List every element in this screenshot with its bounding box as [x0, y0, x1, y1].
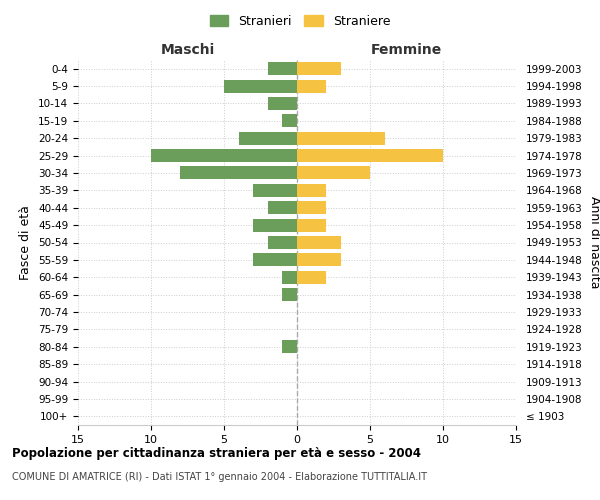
Bar [283, 270, 297, 284]
Text: Maschi: Maschi [160, 42, 215, 56]
Bar [283, 288, 297, 301]
Y-axis label: Anni di nascita: Anni di nascita [588, 196, 600, 289]
Bar [297, 166, 370, 179]
Bar [268, 62, 297, 75]
Bar [239, 132, 297, 144]
Bar [283, 114, 297, 128]
Bar [297, 132, 385, 144]
Bar [297, 201, 326, 214]
Bar [297, 149, 443, 162]
Bar [297, 62, 341, 75]
Bar [283, 340, 297, 353]
Bar [253, 218, 297, 232]
Bar [297, 80, 326, 92]
Bar [180, 166, 297, 179]
Bar [151, 149, 297, 162]
Bar [297, 184, 326, 197]
Bar [297, 236, 341, 249]
Bar [253, 184, 297, 197]
Bar [268, 201, 297, 214]
Text: COMUNE DI AMATRICE (RI) - Dati ISTAT 1° gennaio 2004 - Elaborazione TUTTITALIA.I: COMUNE DI AMATRICE (RI) - Dati ISTAT 1° … [12, 472, 427, 482]
Bar [297, 218, 326, 232]
Text: Femmine: Femmine [371, 42, 442, 56]
Y-axis label: Fasce di età: Fasce di età [19, 205, 32, 280]
Bar [297, 270, 326, 284]
Bar [224, 80, 297, 92]
Bar [253, 254, 297, 266]
Bar [268, 236, 297, 249]
Bar [297, 254, 341, 266]
Text: Popolazione per cittadinanza straniera per età e sesso - 2004: Popolazione per cittadinanza straniera p… [12, 448, 421, 460]
Legend: Stranieri, Straniere: Stranieri, Straniere [206, 11, 394, 32]
Bar [268, 97, 297, 110]
